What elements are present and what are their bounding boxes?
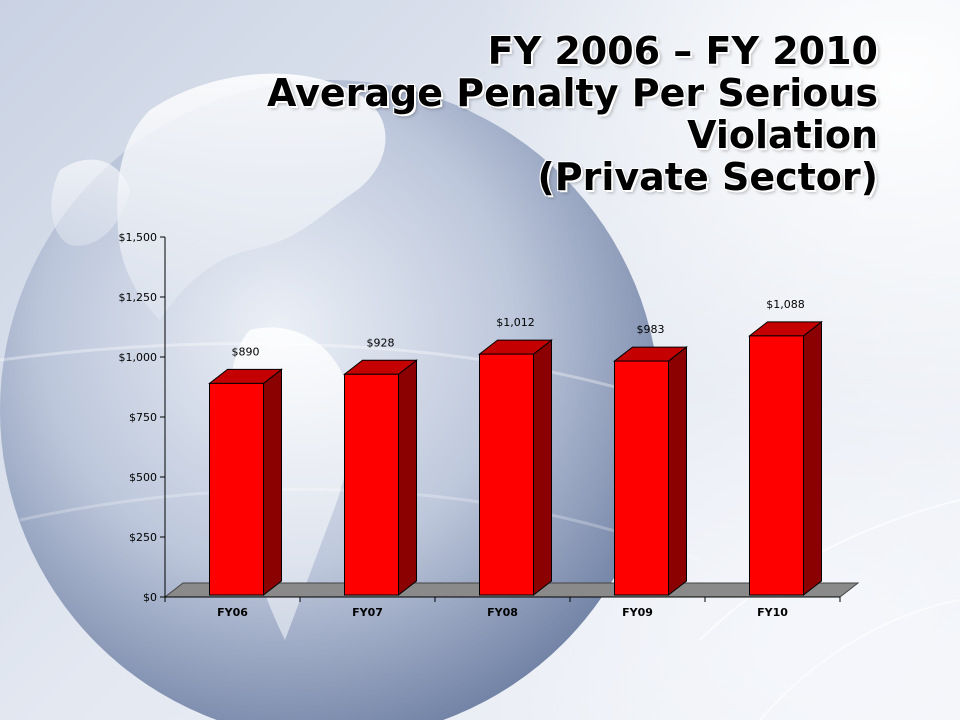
bar <box>614 360 669 596</box>
x-category-label: FY09 <box>622 606 653 619</box>
bar-side <box>668 346 687 597</box>
title-line-heading: Average Penalty Per Serious <box>267 71 878 115</box>
bar-value-label: $928 <box>367 336 395 349</box>
bar-value-label: $890 <box>232 345 260 358</box>
x-category-label: FY07 <box>352 606 383 619</box>
x-category-label: FY08 <box>487 606 518 619</box>
y-tick-label: $1,000 <box>119 351 158 364</box>
bar-side <box>263 368 282 597</box>
y-tick-label: $250 <box>129 531 157 544</box>
bar-value-label: $983 <box>637 323 665 336</box>
title-line-years: FY 2006 – FY 2010 <box>487 29 878 73</box>
bar <box>209 382 264 596</box>
y-tick-label: $500 <box>129 471 157 484</box>
bar-value-label: $1,012 <box>496 316 535 329</box>
bar-side <box>398 359 417 597</box>
bar-side <box>533 339 552 597</box>
y-tick-label: $1,500 <box>119 231 158 244</box>
title-line-sector: (Private Sector) <box>537 155 878 199</box>
title-line-violation: Violation <box>687 113 878 157</box>
y-tick-label: $750 <box>129 411 157 424</box>
bar <box>479 353 534 596</box>
bar-value-label: $1,088 <box>766 298 805 311</box>
x-category-label: FY10 <box>757 606 788 619</box>
x-category-label: FY06 <box>217 606 248 619</box>
bar <box>344 373 399 596</box>
slide-title: FY 2006 – FY 2010 Average Penalty Per Se… <box>178 30 878 198</box>
bar-side <box>803 320 822 597</box>
y-tick-label: $1,250 <box>119 291 158 304</box>
y-tick-label: $0 <box>143 591 157 604</box>
bar <box>749 335 804 596</box>
